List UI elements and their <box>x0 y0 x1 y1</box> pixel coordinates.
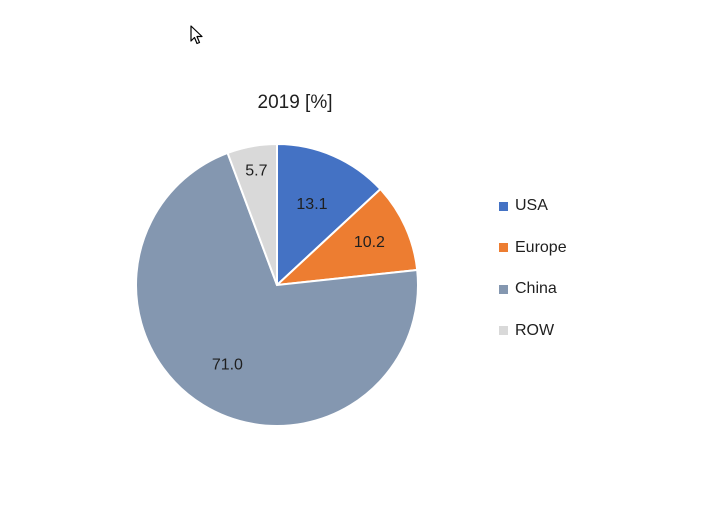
legend-swatch-usa <box>499 201 508 211</box>
pie-slice-europe <box>274 187 419 287</box>
legend-item-europe: Europe <box>499 238 619 258</box>
legend-label-usa: USA <box>515 197 548 214</box>
legend-item-row: ROW <box>499 321 619 341</box>
legend-item-china: China <box>499 279 619 299</box>
legend-swatch-china <box>499 284 508 294</box>
legend-item-usa: USA <box>499 196 619 216</box>
data-label-usa: 13.1 <box>296 196 327 213</box>
legend-label-europe: Europe <box>515 238 567 256</box>
data-label-china: 71.0 <box>212 357 243 374</box>
mouse-pointer-icon <box>190 25 203 45</box>
pie-slice-row <box>226 142 278 286</box>
legend-swatch-row <box>499 326 508 335</box>
legend-swatch-europe <box>499 243 508 252</box>
chart-legend: USA Europe China ROW <box>499 196 619 362</box>
legend-label-china: China <box>515 280 557 297</box>
legend-label-row: ROW <box>515 321 555 339</box>
chart-title: 2019 [%] <box>257 92 333 113</box>
data-label-europe: 10.2 <box>354 234 385 251</box>
data-label-row: 5.7 <box>245 162 267 179</box>
pie-slice-china <box>135 151 419 427</box>
pie-slice-usa <box>276 142 382 288</box>
